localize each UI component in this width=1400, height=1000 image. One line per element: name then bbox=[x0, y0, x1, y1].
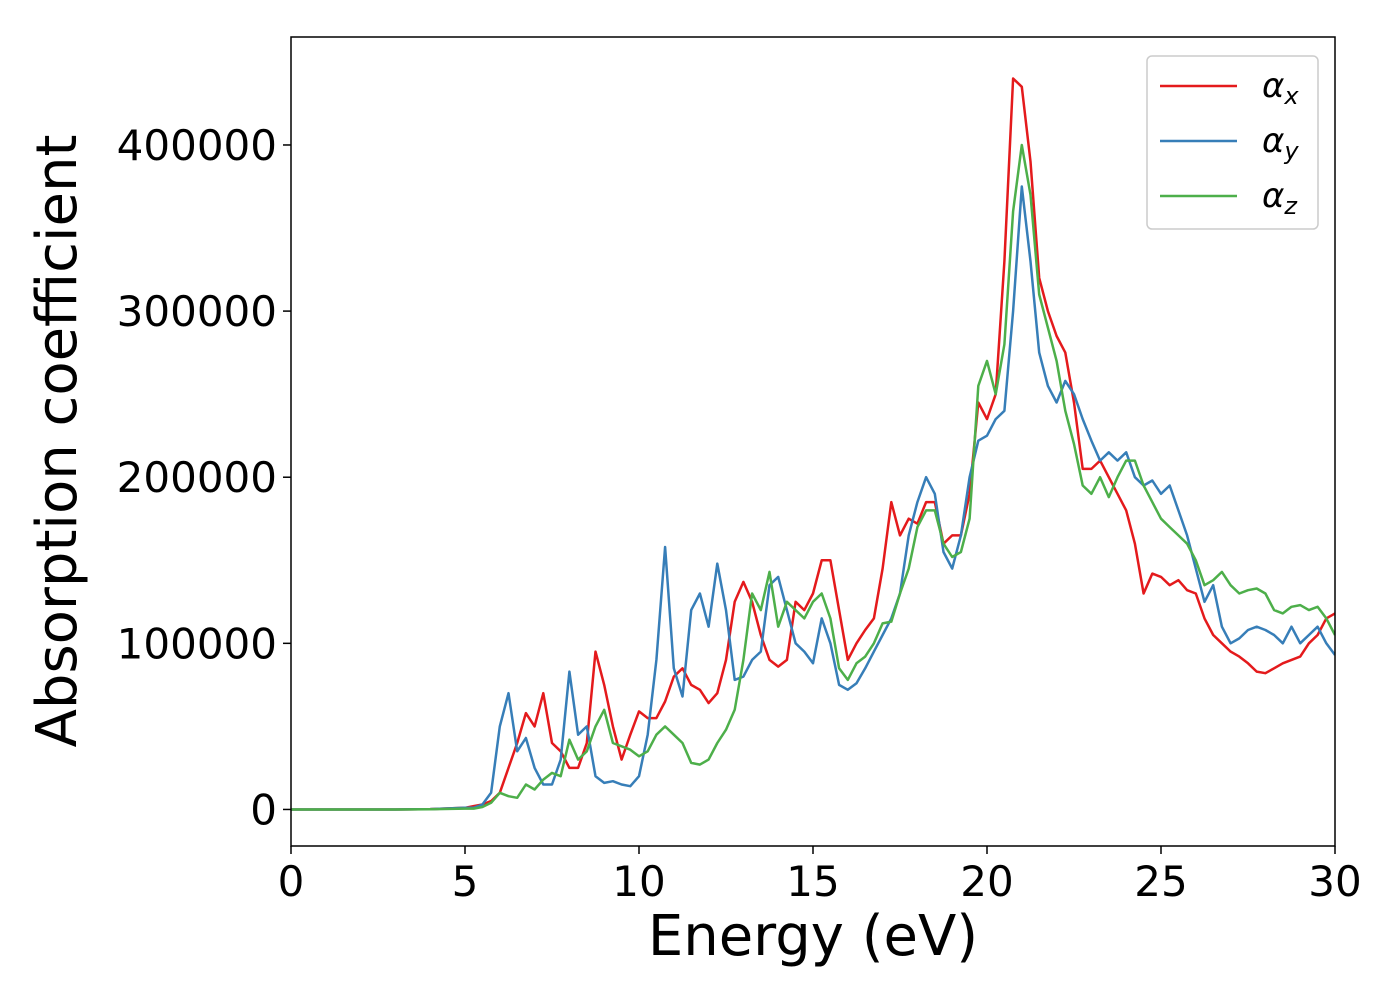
series-line bbox=[291, 185, 1335, 811]
plot-frame bbox=[290, 36, 1336, 847]
x-axis-label: Energy (eV) bbox=[648, 904, 978, 969]
x-tick-label: 0 bbox=[278, 857, 305, 906]
y-tick-label: 100000 bbox=[117, 619, 277, 668]
x-tick-label: 30 bbox=[1308, 857, 1361, 906]
series-line bbox=[291, 77, 1335, 811]
x-tick-label: 5 bbox=[452, 857, 479, 906]
legend-box bbox=[1146, 55, 1319, 230]
y-tick-label: 0 bbox=[250, 785, 277, 834]
y-axis-label: Absorption coefficient bbox=[25, 135, 90, 748]
x-tick-label: 15 bbox=[786, 857, 839, 906]
x-tick-label: 25 bbox=[1134, 857, 1187, 906]
y-tick-label: 200000 bbox=[117, 453, 277, 502]
x-tick-label: 20 bbox=[960, 857, 1013, 906]
x-tick-label: 10 bbox=[612, 857, 665, 906]
y-tick-label: 400000 bbox=[117, 121, 277, 170]
series-line bbox=[291, 143, 1335, 811]
y-tick-label: 300000 bbox=[117, 287, 277, 336]
